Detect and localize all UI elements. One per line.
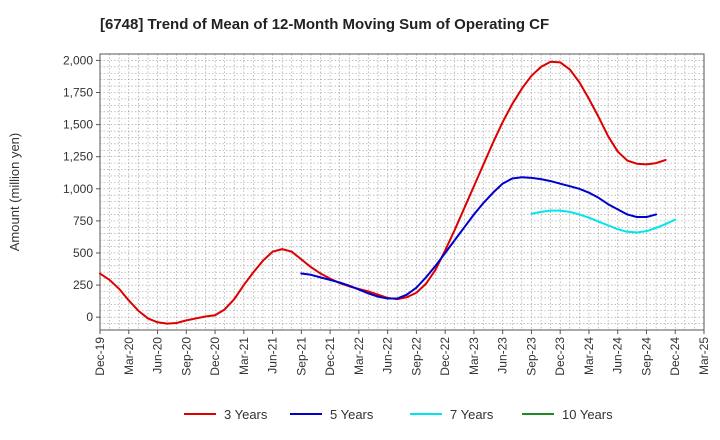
legend: 3 Years 5 Years 7 Years 10 Years [184,407,613,422]
y-tick-label: 500 [73,246,93,260]
x-tick-label: Jun-20 [151,337,165,374]
series-lines [99,60,677,325]
legend-label: 5 Years [330,407,374,422]
x-tick-label: Dec-24 [668,337,682,376]
x-tick-label: Sep-21 [294,337,308,376]
y-axis: 0 250 500 750 1,000 1,250 1,500 1,750 2,000 [63,53,100,324]
y-tick-label: 250 [73,278,93,292]
x-tick-label: Mar-20 [122,337,136,375]
series-line-7-years [530,209,677,234]
grid [99,53,705,331]
legend-label: 10 Years [562,407,613,422]
chart-title: [6748] Trend of Mean of 12-Month Moving … [100,16,549,33]
x-tick-label: Dec-23 [553,337,567,376]
x-tick-label: Sep-20 [179,337,193,376]
x-tick-label: Sep-23 [524,337,538,376]
y-tick-label: 1,500 [63,118,93,132]
x-tick-label: Dec-20 [208,337,222,376]
y-tick-label: 0 [86,310,93,324]
legend-label: 3 Years [224,407,268,422]
plot-frame [99,53,705,331]
series-line-5-years [300,176,658,300]
x-tick-label: Sep-22 [409,337,423,376]
y-tick-label: 1,000 [63,182,93,196]
x-tick-label: Sep-24 [639,337,653,376]
x-tick-label: Mar-25 [697,337,711,375]
x-tick-label: Dec-21 [323,337,337,376]
x-tick-label: Mar-24 [582,337,596,375]
legend-label: 7 Years [450,407,494,422]
x-tick-label: Dec-22 [438,337,452,376]
x-tick-label: Jun-22 [381,337,395,374]
x-tick-label: Jun-21 [266,337,280,374]
x-tick-label: Jun-24 [611,337,625,374]
y-tick-label: 2,000 [63,53,93,67]
x-tick-label: Mar-23 [467,337,481,375]
x-tick-label: Dec-19 [93,337,107,376]
y-tick-label: 750 [73,214,93,228]
x-tick-label: Mar-22 [352,337,366,375]
x-tick-label: Mar-21 [237,337,251,375]
series-line-3-years [99,60,667,325]
y-tick-label: 1,750 [63,86,93,100]
y-tick-label: 1,250 [63,150,93,164]
x-axis: Dec-19 Mar-20 Jun-20 Sep-20 Dec-20 Mar-21 Jun-… [93,330,711,376]
x-tick-label: Jun-23 [496,337,510,374]
y-axis-label: Amount (million yen) [7,133,22,252]
